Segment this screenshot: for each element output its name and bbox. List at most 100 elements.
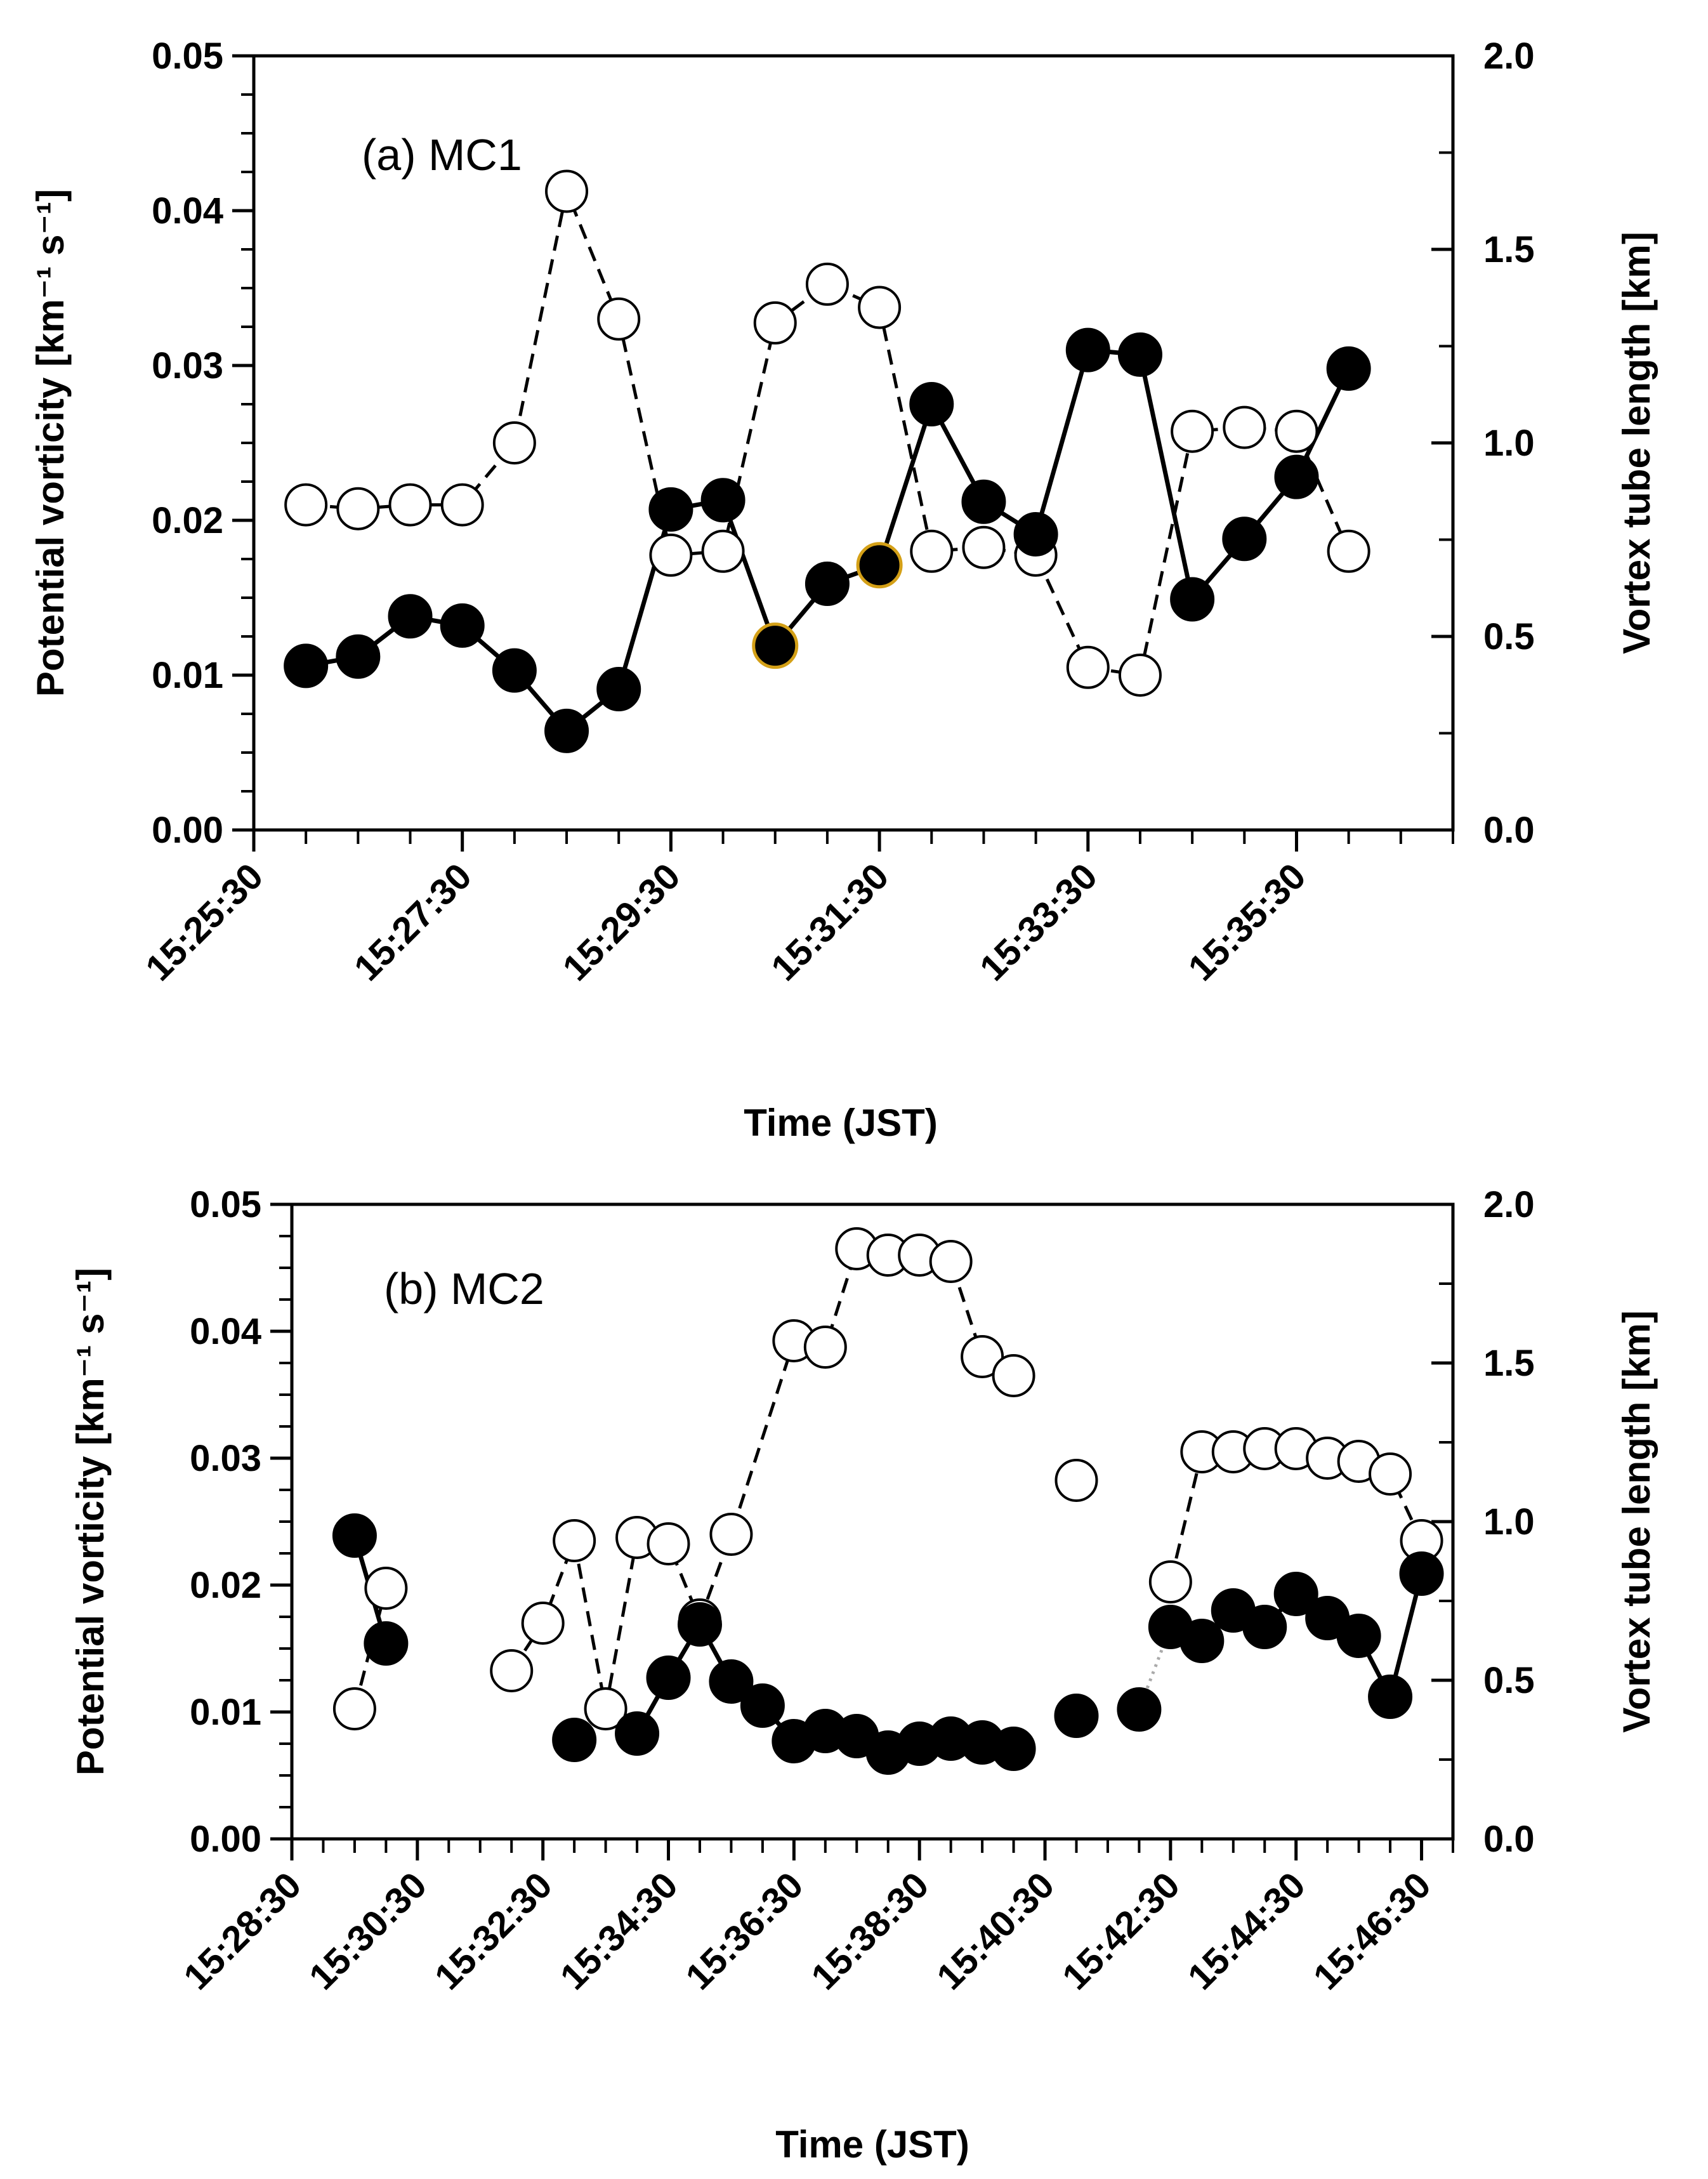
- x-tick-label: 15:46:30: [1306, 1864, 1439, 1998]
- potential-vorticity-point: [552, 1718, 597, 1762]
- vortex-tube-length-point: [753, 301, 797, 345]
- vortex-tube-length-point: [803, 1326, 847, 1369]
- vortex-tube-length-point: [553, 1519, 596, 1562]
- vortex-tube-length-point: [647, 1522, 690, 1565]
- axis-ticks: [232, 54, 1454, 852]
- x-axis-title: Time (JST): [775, 2123, 969, 2166]
- potential-vorticity-point: [440, 603, 485, 648]
- panel-b-chart: 15:28:3015:30:3015:32:3015:34:3015:36:30…: [69, 1184, 1658, 2166]
- x-tick-label: 15:38:30: [803, 1864, 936, 1998]
- potential-vorticity-point: [1399, 1551, 1444, 1596]
- vortex-tube-length-point: [492, 421, 536, 464]
- x-tick-label: 15:33:30: [972, 855, 1105, 989]
- potential-vorticity-point: [332, 1513, 377, 1558]
- vortex-tube-length-point: [701, 529, 745, 573]
- potential-vorticity-point: [961, 479, 1006, 524]
- x-tick-label: 15:29:30: [555, 855, 688, 989]
- panel-a-chart: 15:25:30 15:27:30 15:29:30 15:31:30 15:33:30…: [29, 36, 1658, 1144]
- vortex-tube-length-point: [284, 483, 328, 527]
- potential-vorticity-point: [336, 634, 381, 679]
- y2-tick-label: 0.0: [1483, 810, 1535, 851]
- potential-vorticity-point: [492, 648, 537, 693]
- vortex-tube-length-point: [440, 483, 484, 527]
- potential-vorticity-point: [1054, 1694, 1099, 1738]
- vortex-tube-length-point: [992, 1354, 1035, 1397]
- potential-vorticity-point: [1242, 1605, 1287, 1649]
- potential-vorticity-point: [1117, 1687, 1162, 1732]
- series-markers: [332, 1227, 1444, 1775]
- vortex-tube-length-point: [336, 487, 380, 530]
- vortex-tube-length-point: [1148, 1560, 1192, 1603]
- y2-tick-label: 0.5: [1483, 1660, 1535, 1701]
- vortex-tube-length-point: [649, 533, 693, 577]
- vortex-tube-length-point: [1171, 409, 1214, 453]
- vortex-tube-length-point: [1054, 1459, 1098, 1502]
- potential-vorticity-point: [648, 487, 693, 532]
- potential-vorticity-point: [909, 382, 954, 426]
- y2-tick-label: 1.0: [1483, 423, 1535, 464]
- y2-tick-label: 1.5: [1483, 1343, 1535, 1384]
- vortex-tube-length-point: [332, 1687, 376, 1730]
- potential-vorticity-point: [1013, 511, 1058, 556]
- potential-vorticity-point: [752, 622, 799, 669]
- y-tick-label: 0.03: [152, 345, 223, 386]
- potential-vorticity-point: [1336, 1614, 1381, 1658]
- y-tick-label: 0.01: [190, 1692, 261, 1733]
- y-axis-title: Potential vorticity [km⁻¹ s⁻¹]: [29, 189, 72, 697]
- potential-vorticity-point: [1065, 327, 1110, 372]
- potential-vorticity-point: [700, 478, 746, 523]
- y-tick-label: 0.05: [190, 1184, 261, 1225]
- potential-vorticity-point: [709, 1659, 754, 1704]
- vortex-tube-length-point: [910, 529, 954, 573]
- vortex-tube-length-point: [858, 286, 902, 329]
- potential-vorticity-point: [677, 1602, 722, 1647]
- vortex-tube-length-point: [1118, 654, 1162, 697]
- x-tick-label: 15:28:30: [176, 1864, 309, 1998]
- vortex-tube-length-point: [1327, 529, 1370, 573]
- vortex-tube-length-point: [545, 169, 589, 213]
- potential-vorticity-point: [615, 1711, 660, 1756]
- y-tick-label: 0.04: [190, 1311, 261, 1352]
- vortex-tube-length-point: [521, 1602, 565, 1645]
- potential-vorticity-line: [305, 347, 1351, 734]
- x-tick-label: 15:42:30: [1054, 1864, 1188, 1998]
- vortex-tube-length-point: [1066, 645, 1110, 689]
- y2-axis-title: Vortex tube length [km]: [1615, 1310, 1658, 1733]
- vortex-tube-length-point: [929, 1240, 973, 1283]
- vortex-tube-length-point: [709, 1513, 753, 1556]
- potential-vorticity-point: [1222, 517, 1267, 562]
- x-tick-label: 15:25:30: [138, 855, 271, 989]
- y2-tick-label: 2.0: [1483, 1184, 1535, 1225]
- y-tick-label: 0.05: [152, 36, 223, 77]
- potential-vorticity-point: [284, 643, 329, 688]
- potential-vorticity-point: [1170, 577, 1215, 622]
- potential-vorticity-point: [740, 1683, 785, 1728]
- x-tick-label: 15:30:30: [301, 1864, 435, 1998]
- x-axis-title: Time (JST): [744, 1102, 938, 1144]
- potential-vorticity-point: [364, 1621, 409, 1666]
- series-markers: [284, 169, 1371, 753]
- vortex-tube-length-point: [490, 1649, 534, 1692]
- potential-vorticity-point: [856, 542, 903, 589]
- y-tick-label: 0.00: [190, 1819, 261, 1860]
- vortex-tube-length-point: [1275, 409, 1318, 453]
- vortex-tube-length-point: [364, 1567, 408, 1610]
- y2-tick-label: 2.0: [1483, 36, 1535, 77]
- y2-tick-label: 1.5: [1483, 229, 1535, 270]
- vortex-tube-length-point: [597, 297, 641, 341]
- potential-vorticity-point: [805, 562, 850, 607]
- y-tick-label: 0.04: [152, 190, 223, 232]
- x-tick-label: 15:32:30: [427, 1864, 560, 1998]
- potential-vorticity-point: [544, 708, 589, 753]
- potential-vorticity-point: [1326, 346, 1371, 391]
- x-tick-label: 15:36:30: [678, 1864, 811, 1998]
- y2-tick-label: 1.0: [1483, 1501, 1535, 1543]
- x-tick-label: 15:34:30: [553, 1864, 686, 1998]
- potential-vorticity-point: [596, 666, 641, 711]
- potential-vorticity-point: [991, 1727, 1036, 1771]
- vortex-tube-length-point: [962, 525, 1006, 569]
- y-tick-label: 0.02: [190, 1565, 261, 1606]
- potential-vorticity-point: [1179, 1619, 1225, 1663]
- y-tick-label: 0.01: [152, 655, 223, 696]
